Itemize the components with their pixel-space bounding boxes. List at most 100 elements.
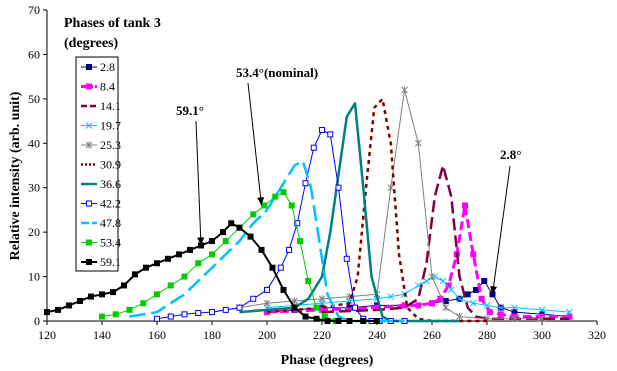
data-point bbox=[121, 282, 127, 289]
data-point bbox=[280, 286, 287, 293]
data-point bbox=[77, 298, 83, 305]
data-point bbox=[414, 282, 422, 289]
x-tick-label: 260 bbox=[423, 328, 441, 342]
series-2-8 bbox=[264, 278, 573, 320]
data-point bbox=[140, 300, 147, 307]
data-point bbox=[99, 313, 105, 320]
data-point bbox=[310, 144, 317, 151]
data-point bbox=[414, 139, 422, 147]
data-point bbox=[497, 311, 504, 318]
data-point bbox=[181, 311, 188, 318]
data-point bbox=[258, 246, 265, 253]
data-point bbox=[261, 202, 268, 209]
data-point bbox=[456, 313, 463, 321]
annotation-label-59-1: 59.1° bbox=[176, 103, 204, 118]
x-tick-label: 320 bbox=[588, 328, 606, 342]
x-tick-label: 200 bbox=[258, 328, 276, 342]
legend-items: 2.8 8.4 14.1 19.7 25.3 30.9 36.6 42.2 47.8 53.4 59… bbox=[81, 60, 121, 269]
y-tick-label: 30 bbox=[28, 181, 40, 195]
data-point bbox=[286, 246, 292, 253]
data-point bbox=[291, 304, 298, 311]
data-point bbox=[154, 260, 160, 267]
series-53-4 bbox=[99, 189, 353, 324]
data-point bbox=[464, 291, 471, 298]
legend-label: 19.7 bbox=[100, 119, 121, 133]
legend-marker bbox=[85, 122, 93, 129]
data-point bbox=[401, 86, 408, 94]
series-47-8 bbox=[129, 159, 405, 323]
data-point bbox=[294, 220, 301, 227]
series-line bbox=[321, 164, 570, 321]
legend-label: 59.1 bbox=[100, 255, 121, 269]
annotation-arrow-head bbox=[257, 197, 265, 206]
annotation-arrow-line bbox=[247, 82, 262, 206]
data-point bbox=[55, 306, 61, 313]
y-tick-label: 10 bbox=[28, 270, 40, 284]
data-point bbox=[470, 251, 477, 258]
annotation-arrow-line bbox=[492, 165, 511, 295]
data-point bbox=[247, 233, 254, 240]
x-tick-label: 120 bbox=[38, 328, 56, 342]
data-point bbox=[132, 271, 138, 278]
data-point bbox=[445, 282, 452, 289]
data-point bbox=[343, 255, 350, 262]
legend-subtitle: (degrees) bbox=[64, 36, 118, 51]
legend-label: 42.2 bbox=[100, 197, 121, 211]
data-point bbox=[313, 304, 320, 311]
data-point bbox=[302, 180, 309, 187]
data-point bbox=[110, 289, 116, 296]
series-59-1 bbox=[44, 220, 380, 324]
data-point bbox=[280, 189, 287, 196]
data-point bbox=[511, 304, 518, 312]
data-point bbox=[228, 220, 235, 227]
data-point bbox=[112, 311, 119, 318]
data-point bbox=[195, 260, 202, 267]
series-line bbox=[101, 191, 350, 322]
data-point bbox=[209, 238, 215, 245]
legend-marker bbox=[86, 259, 92, 265]
data-point bbox=[220, 229, 226, 236]
y-tick-label: 50 bbox=[28, 92, 40, 106]
data-point bbox=[66, 302, 72, 309]
data-point bbox=[209, 251, 215, 258]
data-point bbox=[319, 126, 325, 133]
data-point bbox=[538, 306, 546, 314]
data-point bbox=[297, 238, 303, 245]
legend-label: 30.9 bbox=[100, 158, 121, 172]
legend-label: 36.6 bbox=[100, 177, 121, 191]
y-tick-label: 20 bbox=[28, 225, 40, 239]
data-point bbox=[302, 313, 309, 320]
x-tick-label: 300 bbox=[533, 328, 551, 342]
data-point bbox=[222, 306, 229, 313]
data-point bbox=[165, 255, 171, 262]
data-point bbox=[44, 309, 50, 316]
x-tick-label: 240 bbox=[368, 328, 386, 342]
annotation-label-2-8: 2.8° bbox=[500, 147, 521, 162]
data-point bbox=[88, 293, 94, 300]
data-point bbox=[456, 295, 463, 303]
data-point bbox=[481, 278, 488, 285]
legend-marker bbox=[85, 141, 93, 149]
data-point bbox=[250, 211, 257, 218]
data-point bbox=[154, 315, 160, 322]
y-tick-label: 60 bbox=[28, 47, 40, 61]
series-line bbox=[129, 159, 405, 323]
data-point bbox=[222, 238, 229, 245]
y-axis-title: Relative intensity (arb. unit) bbox=[8, 91, 23, 260]
series-36-6 bbox=[239, 102, 460, 323]
data-point bbox=[181, 273, 188, 280]
x-tick-label: 280 bbox=[478, 328, 496, 342]
data-point bbox=[187, 246, 193, 253]
legend-label: 8.4 bbox=[100, 80, 115, 94]
annotation-arrow-line bbox=[195, 120, 202, 246]
series-layer bbox=[44, 86, 573, 324]
data-point bbox=[442, 304, 450, 312]
data-point bbox=[272, 193, 279, 200]
legend-label: 14.1 bbox=[100, 99, 121, 113]
annotations: 59.1° 53.4°(nominal) 2.8° bbox=[176, 65, 521, 295]
data-point bbox=[250, 295, 257, 302]
y-tick-label: 40 bbox=[28, 136, 40, 150]
data-point bbox=[469, 299, 477, 307]
data-point bbox=[327, 131, 334, 138]
data-point bbox=[497, 304, 505, 312]
